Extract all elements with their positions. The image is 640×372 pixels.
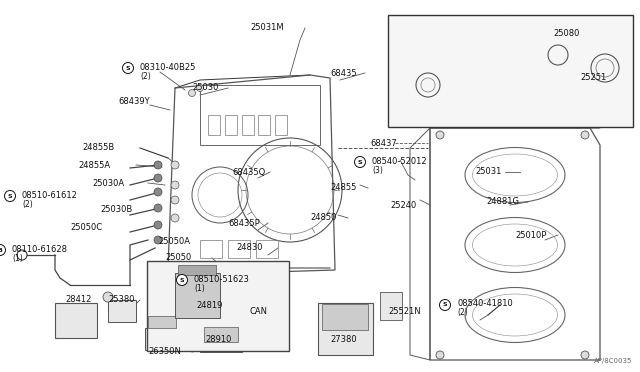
Text: 68435: 68435 [330,68,356,77]
Circle shape [103,292,113,302]
Text: 25521N: 25521N [388,308,420,317]
Bar [148,316,176,328]
Text: 27380: 27380 [330,336,356,344]
Circle shape [154,188,162,196]
Text: 08540-52012: 08540-52012 [372,157,428,166]
Text: 25050A: 25050A [158,237,190,247]
Text: (1): (1) [194,283,205,292]
Text: 25380: 25380 [108,295,134,305]
Circle shape [171,161,179,169]
Bar [55,303,97,338]
Bar [318,303,373,355]
Bar [225,115,237,135]
Text: 08510-61612: 08510-61612 [22,190,78,199]
Text: 25031M: 25031M [250,23,284,32]
Text: S: S [180,278,184,282]
Circle shape [436,131,444,139]
Text: 25050C: 25050C [70,224,102,232]
FancyBboxPatch shape [147,261,289,351]
Circle shape [154,174,162,182]
Circle shape [154,204,162,212]
Bar [228,240,250,258]
Circle shape [154,236,162,244]
Text: S: S [358,160,362,164]
Bar [256,240,278,258]
Text: 25030B: 25030B [100,205,132,215]
Text: 24830: 24830 [236,244,262,253]
Bar [258,115,270,135]
Text: 24855A: 24855A [78,160,110,170]
Text: 24881G: 24881G [486,198,519,206]
Circle shape [177,275,188,285]
Text: 08310-40B25: 08310-40B25 [140,62,196,71]
Text: 25251: 25251 [580,74,606,83]
Text: 68437: 68437 [370,138,397,148]
Circle shape [4,190,15,202]
Text: (2): (2) [140,71,151,80]
Text: 68435Q: 68435Q [232,167,265,176]
Circle shape [189,90,195,96]
Text: 25031: 25031 [475,167,501,176]
Bar [200,85,320,145]
Text: (3): (3) [372,166,383,174]
Bar [200,326,242,352]
Circle shape [581,351,589,359]
Bar [108,300,136,322]
Bar [204,327,238,342]
Text: 26350N: 26350N [148,347,181,356]
Text: S: S [443,302,447,308]
Circle shape [171,214,179,222]
Text: 68435P: 68435P [228,218,260,228]
Text: 24850: 24850 [310,214,337,222]
Bar [145,328,180,350]
Text: 08110-61628: 08110-61628 [12,244,68,253]
Text: 28412: 28412 [65,295,92,305]
Circle shape [154,161,162,169]
Text: CAN: CAN [250,308,268,317]
Circle shape [581,131,589,139]
Bar [275,115,287,135]
Text: 25030: 25030 [192,83,218,93]
Text: 25240: 25240 [390,201,416,209]
Text: 25050: 25050 [165,253,191,263]
Circle shape [171,181,179,189]
Bar [322,304,368,330]
Circle shape [122,62,134,74]
Text: S: S [125,65,131,71]
Text: 25010P: 25010P [515,231,547,240]
Circle shape [154,221,162,229]
Text: 24819: 24819 [196,301,222,310]
Text: 25080: 25080 [553,29,579,38]
Text: S: S [8,193,12,199]
Text: B: B [0,247,3,253]
Text: (2): (2) [457,308,468,317]
Circle shape [0,244,6,256]
Text: 28910: 28910 [205,336,232,344]
Circle shape [440,299,451,311]
Bar [380,292,402,320]
Text: 08510-51623: 08510-51623 [194,275,250,283]
Text: 08540-41810: 08540-41810 [457,299,513,308]
Text: 24855: 24855 [330,183,356,192]
Circle shape [17,250,27,260]
Text: 24855B: 24855B [82,144,115,153]
Circle shape [436,351,444,359]
Bar [178,265,216,275]
Circle shape [355,157,365,167]
Bar [175,273,220,318]
Text: AP/8C0035: AP/8C0035 [594,358,632,364]
Bar [242,115,254,135]
Bar [208,115,220,135]
Text: (1): (1) [12,253,23,263]
Text: (2): (2) [22,199,33,208]
Bar [388,15,633,127]
Circle shape [196,84,204,92]
Bar [200,240,222,258]
Text: 68439Y: 68439Y [118,97,150,106]
Circle shape [171,196,179,204]
Text: 25030A: 25030A [92,179,124,187]
